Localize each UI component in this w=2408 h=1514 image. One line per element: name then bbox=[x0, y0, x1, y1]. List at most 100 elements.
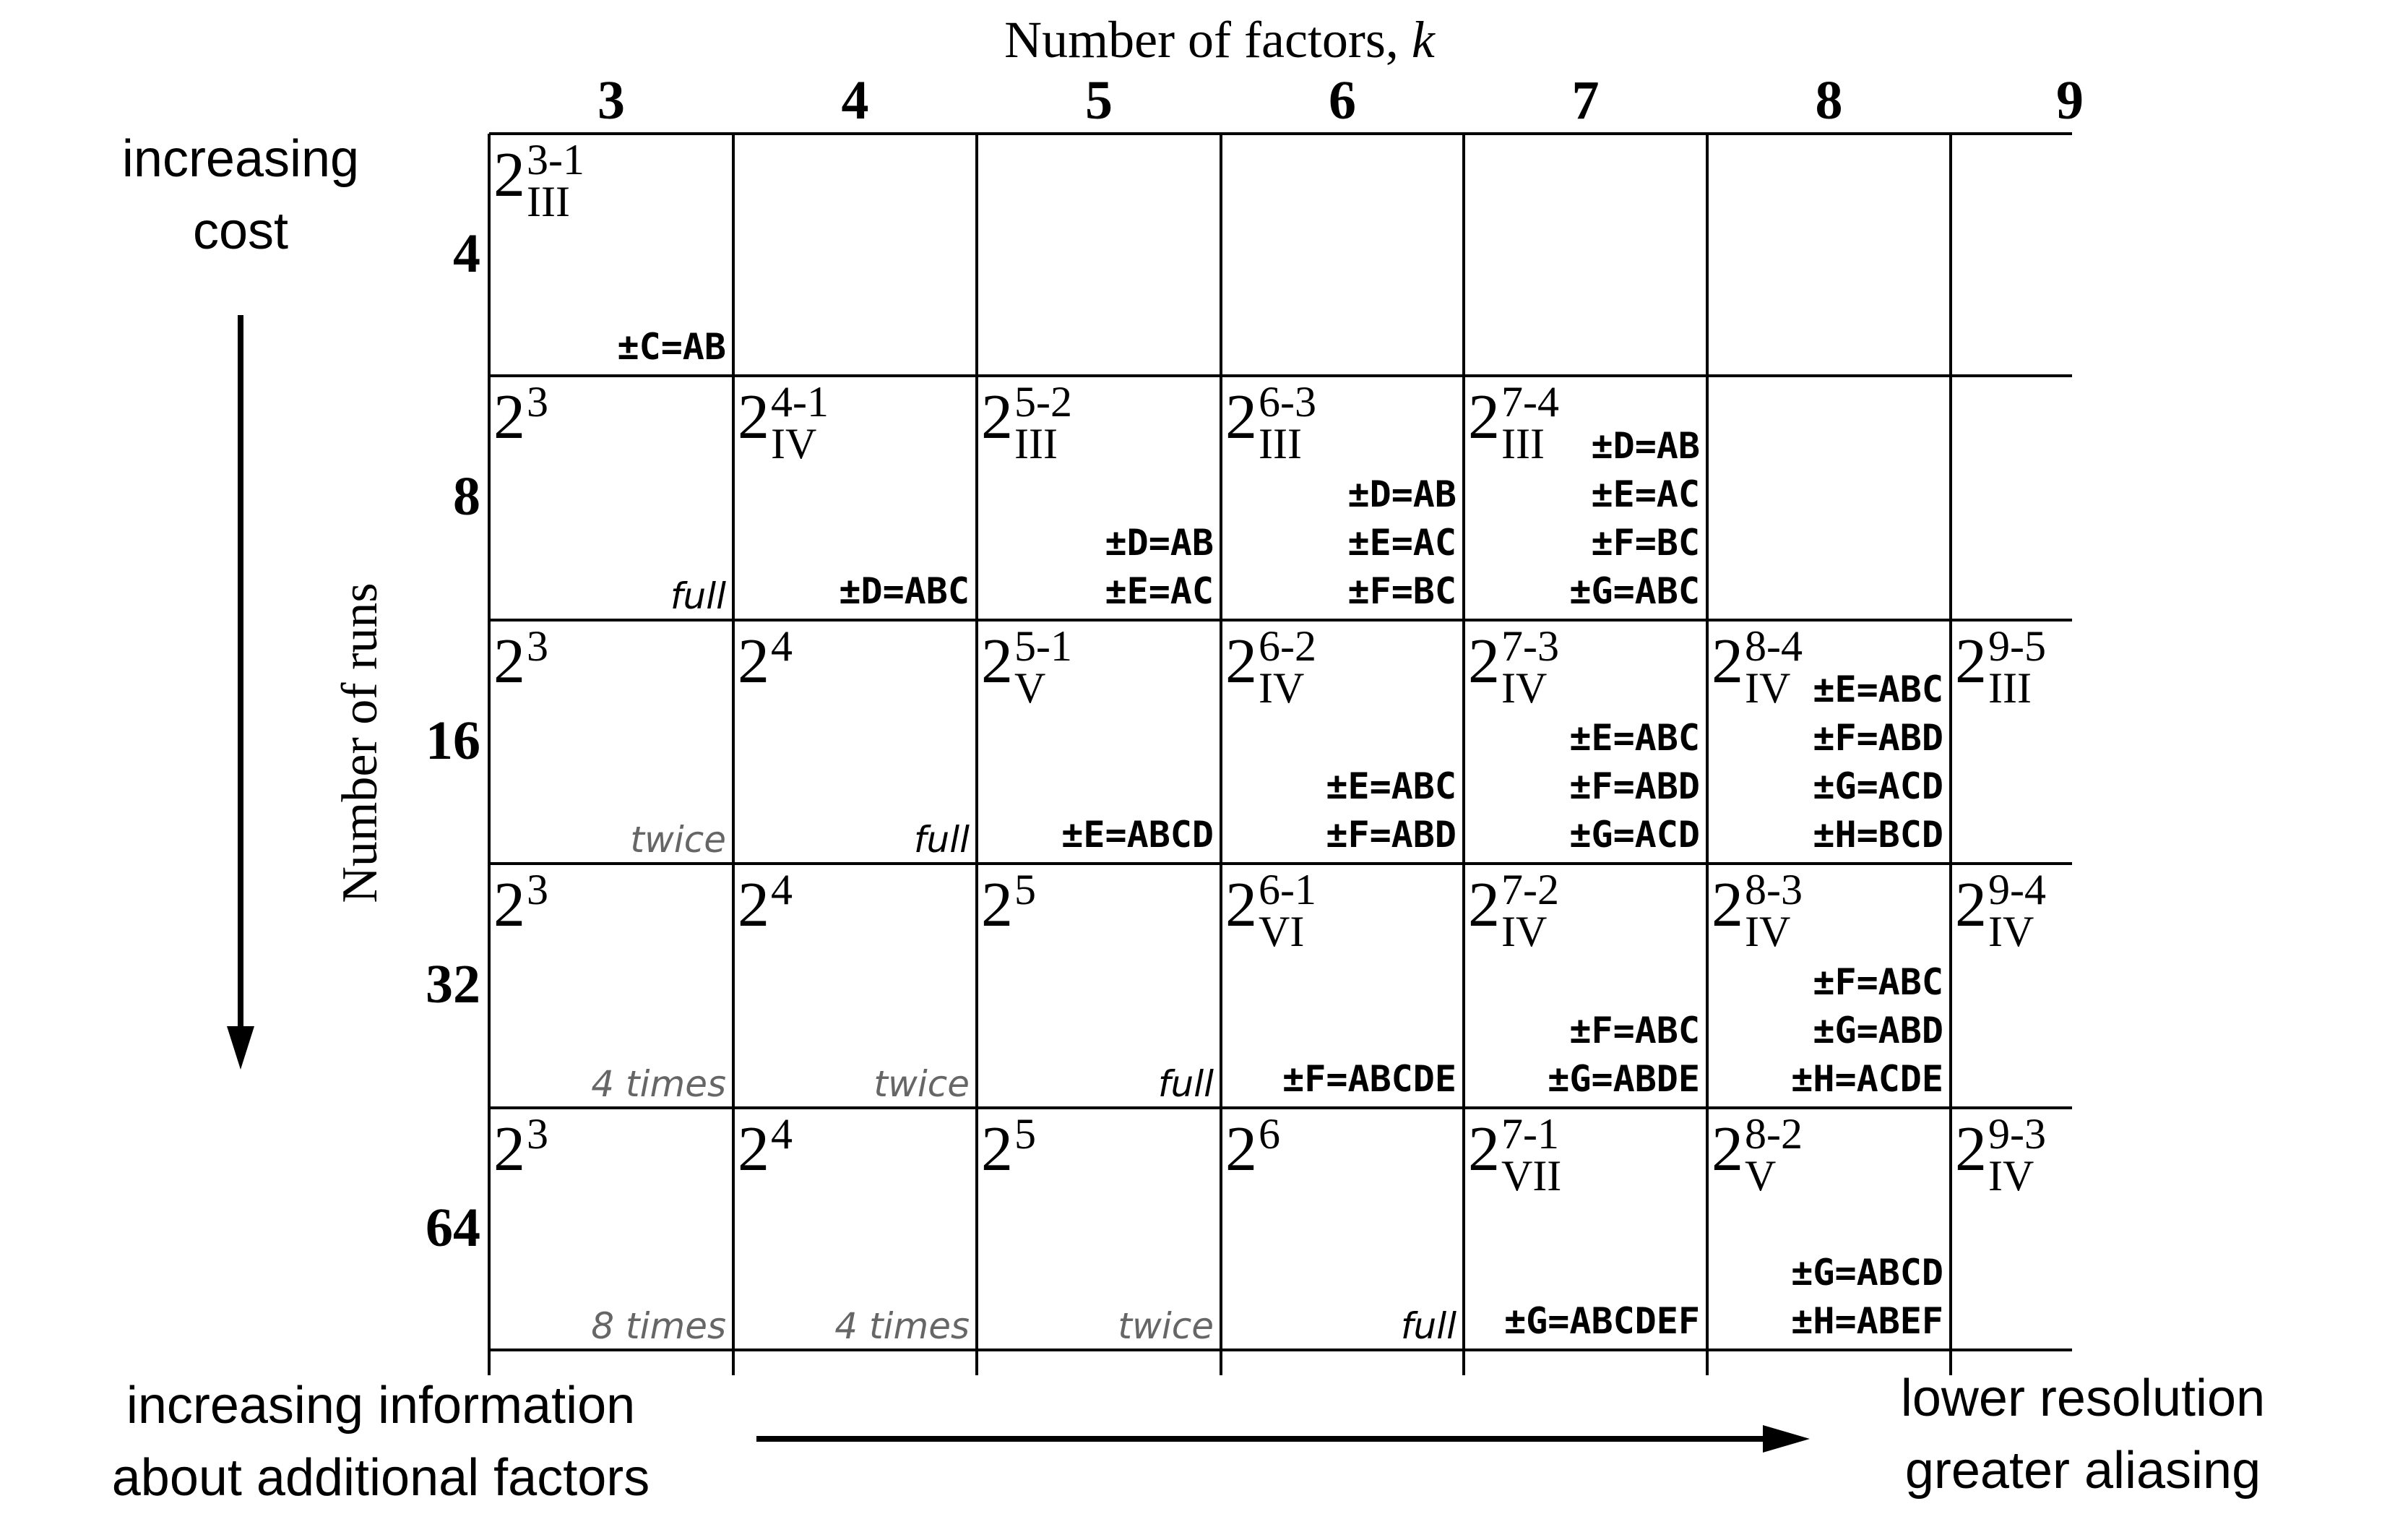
replication-note: twice bbox=[630, 819, 726, 861]
empty-cell bbox=[1707, 376, 1951, 620]
design-resolution: V bbox=[1014, 664, 1046, 712]
design-exponent: 4-1 bbox=[771, 378, 829, 426]
alias-generator: ±H=ABEF bbox=[1791, 1300, 1943, 1342]
alias-generator: ±F=ABD bbox=[1569, 765, 1700, 807]
design-base: 2 bbox=[493, 627, 525, 697]
alias-generator: ±F=ABD bbox=[1326, 814, 1457, 856]
design-cell: 2 7-1 VII ±G=ABCDEF bbox=[1464, 1108, 1707, 1350]
right-arrow-icon bbox=[756, 1425, 1810, 1453]
down-arrow-icon bbox=[227, 315, 254, 1070]
replication-note: full bbox=[913, 819, 970, 861]
design-exponent: 6-1 bbox=[1259, 866, 1316, 913]
column-header-k: 6 bbox=[1329, 70, 1356, 131]
alias-generator: ±E=AC bbox=[1347, 522, 1457, 564]
replication-note: twice bbox=[1118, 1305, 1214, 1347]
design-cell: 2 4 full bbox=[733, 620, 977, 864]
design-exponent: 4 bbox=[771, 622, 793, 670]
design-exponent: 3 bbox=[527, 1110, 548, 1158]
design-cell: 2 3-1 III ±C=AB bbox=[489, 134, 733, 376]
design-exponent: 6-3 bbox=[1259, 378, 1316, 426]
cost-line-2: cost bbox=[192, 202, 289, 260]
alias-list: ±F=ABC ±G=ABDE bbox=[1548, 1007, 1700, 1104]
design-resolution: VI bbox=[1259, 908, 1305, 955]
design-resolution: III bbox=[1501, 420, 1545, 468]
design-resolution: III bbox=[527, 178, 570, 225]
design-resolution: IV bbox=[1988, 908, 2034, 955]
design-resolution: IV bbox=[1501, 664, 1548, 712]
design-exponent: 4 bbox=[771, 866, 793, 913]
design-symbol: 2 4-1 IV bbox=[738, 380, 829, 465]
design-base: 2 bbox=[1225, 627, 1257, 697]
information-annotation: increasing information about additional … bbox=[112, 1369, 650, 1514]
alias-list: ±G=ABCDEF bbox=[1504, 1297, 1700, 1346]
alias-generator: ±F=BC bbox=[1347, 570, 1457, 612]
alias-list: ±D=AB ±E=AC ±F=BC bbox=[1347, 470, 1457, 616]
row-header-runs: 64 bbox=[426, 1197, 480, 1258]
design-base: 2 bbox=[981, 382, 1013, 452]
grid-vertical-line bbox=[1220, 134, 1222, 1375]
row-header-runs: 8 bbox=[453, 466, 480, 527]
alias-generator: ±H=BCD bbox=[1813, 814, 1943, 856]
design-exponent: 6 bbox=[1259, 1110, 1280, 1158]
design-symbol: 2 8-3 IV bbox=[1712, 868, 1803, 953]
design-resolution: III bbox=[1259, 420, 1302, 468]
design-exponent: 9-3 bbox=[1988, 1110, 2046, 1158]
replication-note: full bbox=[670, 575, 726, 617]
design-symbol: 2 8-2 V bbox=[1712, 1112, 1803, 1197]
design-resolution: IV bbox=[1745, 664, 1791, 712]
alias-generator: ±D=ABC bbox=[839, 570, 970, 612]
grid-horizontal-line bbox=[489, 1106, 2072, 1109]
replication-note: twice bbox=[873, 1063, 970, 1105]
alias-generator: ±E=AC bbox=[1591, 473, 1700, 515]
column-header-k: 3 bbox=[597, 70, 625, 131]
design-symbol: 2 9-3 IV bbox=[1955, 1112, 2046, 1197]
design-resolution: IV bbox=[1259, 664, 1305, 712]
design-base: 2 bbox=[1955, 870, 1987, 940]
design-base: 2 bbox=[493, 140, 525, 210]
column-header-k: 7 bbox=[1571, 70, 1600, 131]
design-symbol: 2 6-1 VI bbox=[1225, 868, 1316, 953]
design-cell: 2 9-5 III bbox=[1951, 620, 2072, 864]
design-exponent: 3 bbox=[527, 622, 548, 670]
design-cell: 2 8-2 V ±G=ABCD ±H=ABEF bbox=[1707, 1108, 1951, 1350]
design-cell: 2 6 full bbox=[1221, 1108, 1464, 1350]
column-header-k: 9 bbox=[2056, 70, 2084, 131]
design-symbol: 2 7-4 III bbox=[1468, 380, 1559, 465]
alias-generator: ±G=ABCD bbox=[1791, 1252, 1943, 1294]
design-base: 2 bbox=[738, 627, 769, 697]
title-text: Number of factors, bbox=[1004, 11, 1412, 69]
alias-generator: ±D=AB bbox=[1591, 425, 1700, 467]
alias-generator: ±G=ABCDEF bbox=[1504, 1300, 1700, 1342]
resolution-line-1: lower resolution bbox=[1900, 1369, 2266, 1427]
design-base: 2 bbox=[1225, 1114, 1257, 1184]
design-cell: 2 4 twice bbox=[733, 864, 977, 1108]
design-symbol: 2 7-1 VII bbox=[1468, 1112, 1561, 1197]
design-base: 2 bbox=[1468, 1114, 1500, 1184]
design-exponent: 8-3 bbox=[1745, 866, 1803, 913]
replication-note: 4 times bbox=[834, 1305, 970, 1347]
title-variable: k bbox=[1411, 11, 1435, 69]
grid-horizontal-line bbox=[489, 132, 2072, 135]
design-base: 2 bbox=[738, 1114, 769, 1184]
empty-cell bbox=[977, 134, 1221, 376]
alias-generator: ±E=ABC bbox=[1813, 668, 1943, 710]
empty-cell bbox=[1707, 134, 1951, 376]
design-base: 2 bbox=[1225, 870, 1257, 940]
grid-vertical-line bbox=[1706, 134, 1709, 1375]
alias-list: ±G=ABCD ±H=ABEF bbox=[1791, 1249, 1943, 1346]
design-base: 2 bbox=[493, 1114, 525, 1184]
design-base: 2 bbox=[493, 382, 525, 452]
column-header-k: 5 bbox=[1085, 70, 1113, 131]
design-resolution: IV bbox=[771, 420, 817, 468]
design-resolution: IV bbox=[1988, 1152, 2034, 1200]
alias-generator: ±D=AB bbox=[1347, 473, 1457, 515]
empty-cell bbox=[1951, 134, 2072, 376]
